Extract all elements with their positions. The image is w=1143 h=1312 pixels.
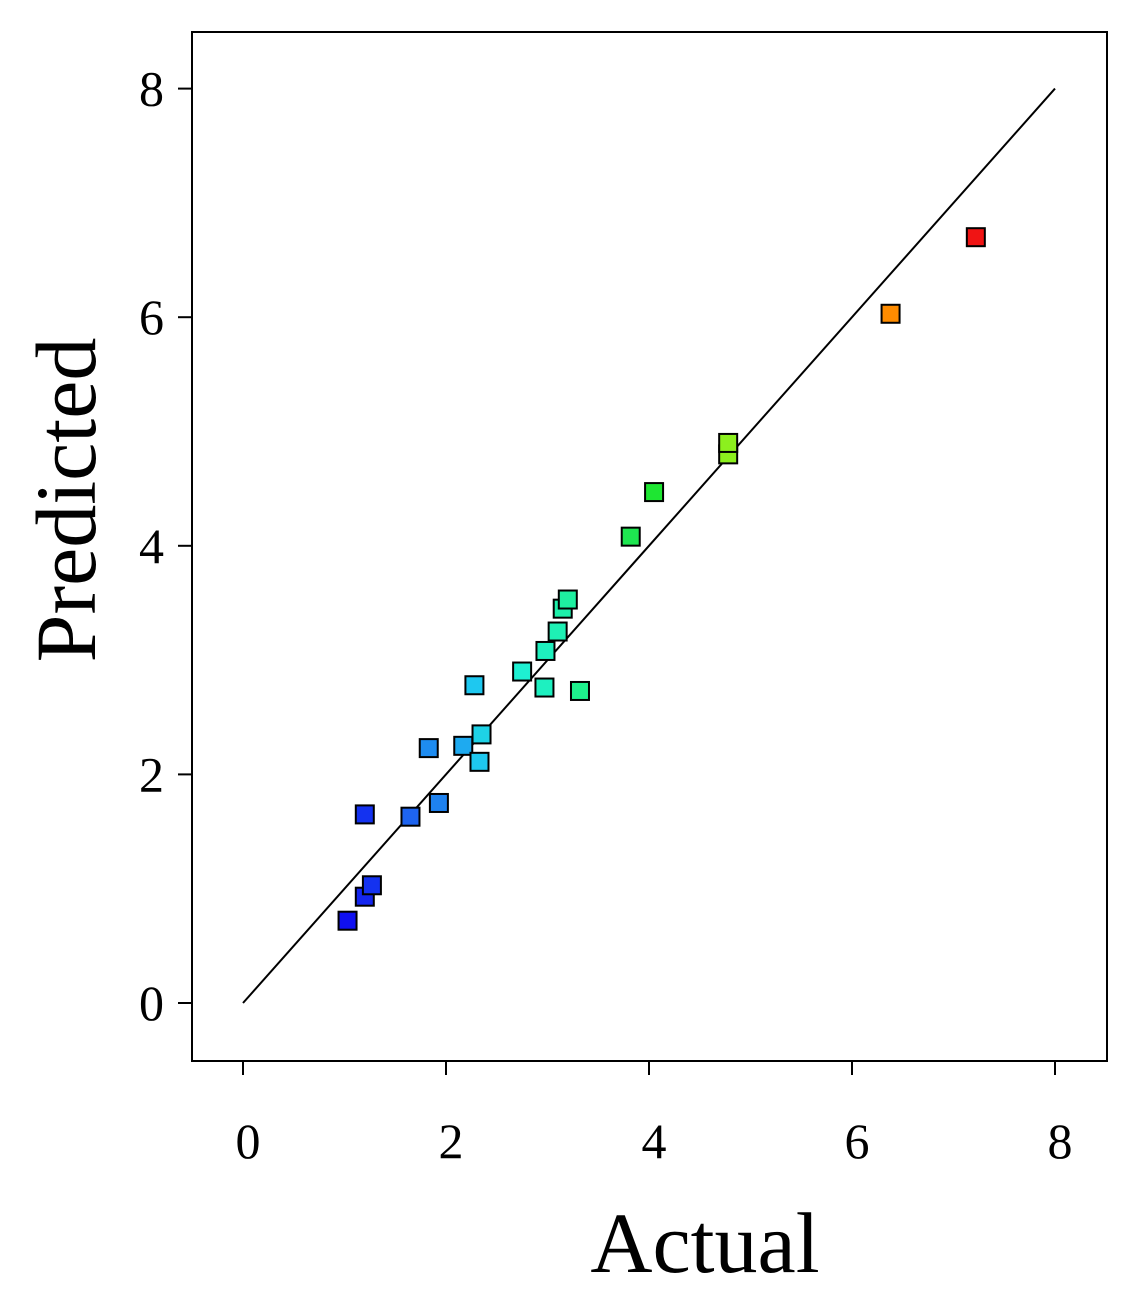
data-point: [361, 875, 382, 896]
y-tick-label: 4: [139, 518, 164, 574]
x-tick-label: 6: [845, 1113, 870, 1169]
data-point: [464, 675, 485, 696]
data-point: [453, 735, 474, 756]
data-point: [965, 227, 986, 248]
x-axis: 0 2 4 6 8: [236, 1061, 1073, 1169]
y-tick-label: 0: [139, 975, 164, 1031]
y-tick-label: 2: [139, 746, 164, 802]
data-point: [718, 432, 739, 453]
data-point: [880, 303, 901, 324]
x-tick-label: 8: [1048, 1113, 1073, 1169]
points-group: [337, 227, 986, 931]
x-tick-label: 2: [439, 1113, 464, 1169]
y-axis: 0 2 4 6 8: [139, 61, 192, 1031]
y-axis-title: Predicted: [18, 338, 114, 663]
data-point: [400, 806, 421, 827]
x-axis-title: Actual: [590, 1195, 819, 1291]
y-tick-label: 8: [139, 61, 164, 117]
data-point: [620, 526, 641, 547]
data-point: [418, 738, 439, 759]
data-point: [534, 677, 555, 698]
reference-line: [242, 87, 1056, 1004]
data-point: [354, 804, 375, 825]
data-point: [428, 792, 449, 813]
data-point: [469, 751, 490, 772]
data-point: [569, 680, 590, 701]
y-tick-label: 6: [139, 289, 164, 345]
data-point: [471, 724, 492, 745]
data-point: [644, 482, 665, 503]
x-tick-label: 0: [236, 1113, 261, 1169]
x-tick-label: 4: [642, 1113, 667, 1169]
data-point: [547, 621, 568, 642]
data-point: [557, 589, 578, 610]
data-point: [535, 640, 556, 661]
data-point: [512, 661, 533, 682]
data-point: [337, 910, 358, 931]
reference-line-group: [242, 87, 1056, 1004]
